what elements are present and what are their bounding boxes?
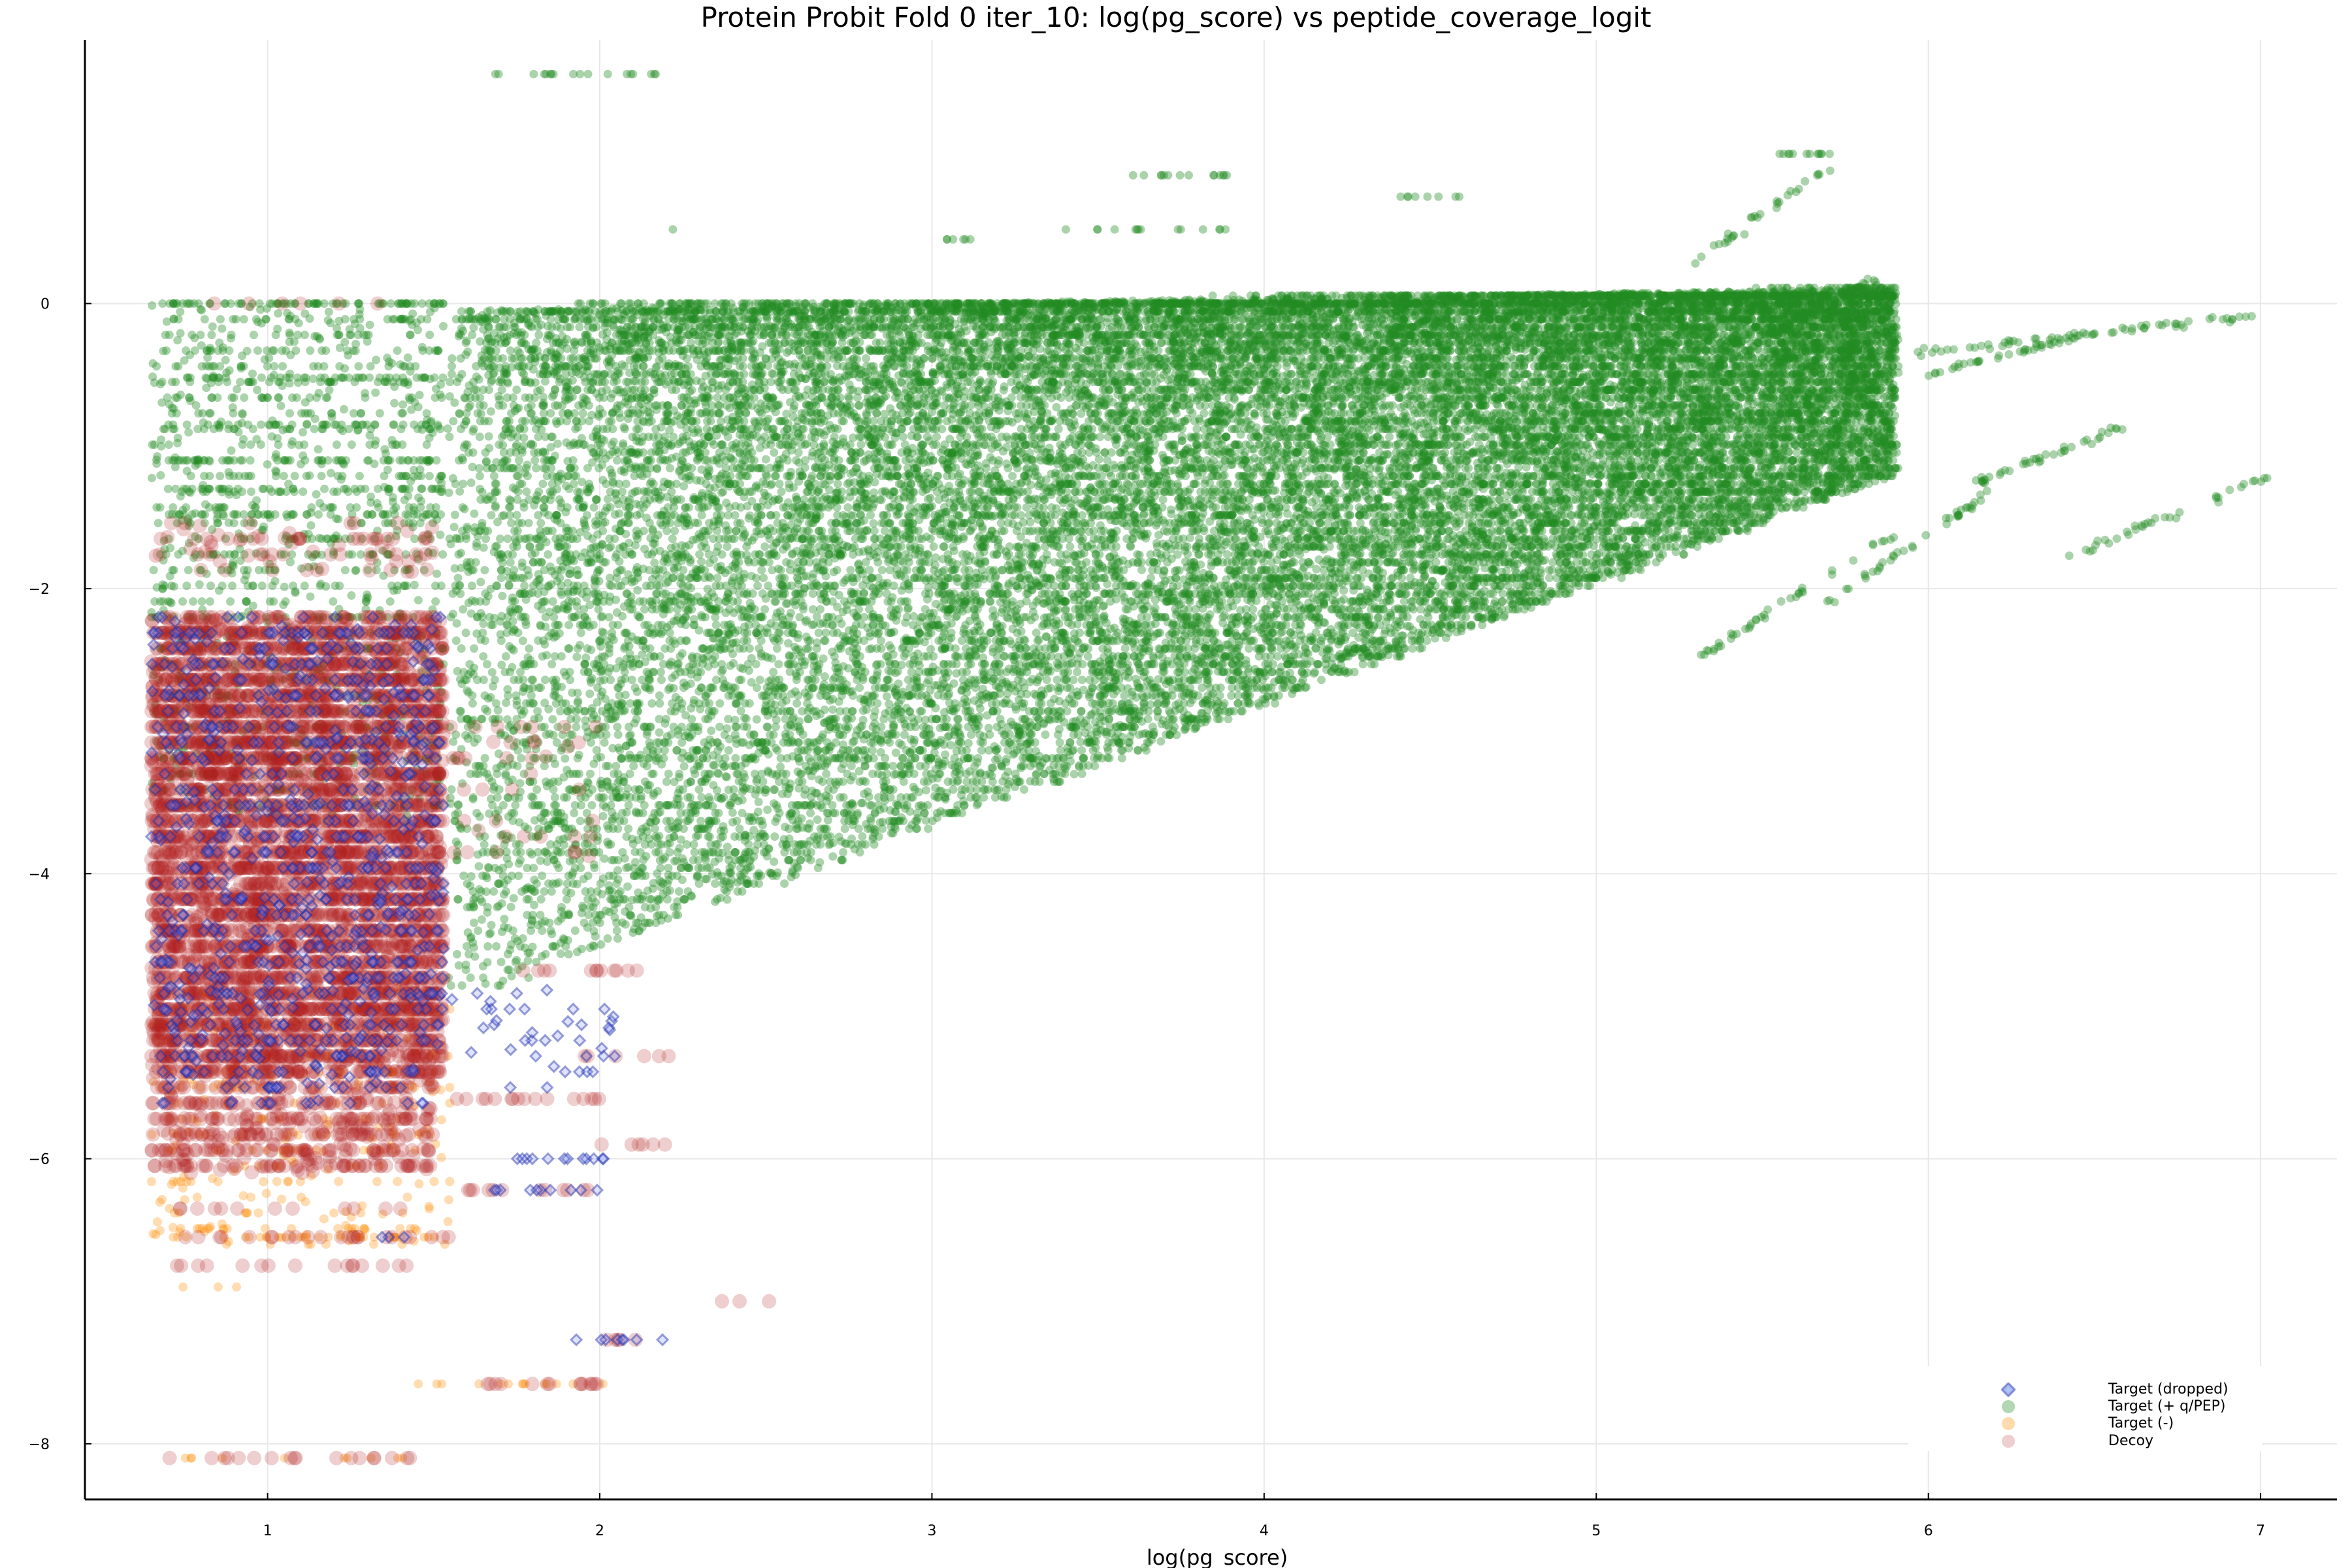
x-tick-label: 4 <box>1260 1523 1269 1539</box>
circle-marker-icon <box>2002 1435 2015 1448</box>
legend-label: Decoy <box>2108 1433 2153 1450</box>
legend-item-target-negative: Target (-) <box>1908 1415 2262 1432</box>
legend-label: Target (+ q/PEP) <box>2108 1398 2225 1415</box>
axes: 1 2 3 4 5 6 7 0 −2 −4 −6 −8 <box>29 40 2337 1539</box>
chart-title: Protein Probit Fold 0 iter_10: log(pg_sc… <box>0 1 2352 34</box>
legend-label: Target (dropped) <box>2108 1381 2229 1398</box>
legend-item-decoy: Decoy <box>1908 1433 2262 1450</box>
data-points <box>144 69 2272 1465</box>
y-tick-label: −4 <box>29 866 50 883</box>
y-tick-label: −8 <box>29 1437 50 1453</box>
diamond-marker-icon <box>2001 1382 2016 1397</box>
y-tick-label: 0 <box>41 297 50 313</box>
legend-label: Target (-) <box>2108 1415 2174 1432</box>
legend-item-target-q-pep: Target (+ q/PEP) <box>1908 1398 2262 1415</box>
y-tick-label: −2 <box>29 581 50 598</box>
legend-item-target-dropped: Target (dropped) <box>1908 1381 2262 1398</box>
x-tick-label: 7 <box>2256 1523 2265 1539</box>
legend: Target (dropped) Target (+ q/PEP) Target… <box>1908 1366 2262 1451</box>
circle-marker-icon <box>2002 1417 2015 1430</box>
x-tick-label: 3 <box>927 1523 936 1539</box>
x-tick-label: 6 <box>1924 1523 1933 1539</box>
x-tick-label: 1 <box>263 1523 272 1539</box>
x-tick-label: 2 <box>595 1523 604 1539</box>
grid-lines <box>85 40 2337 1499</box>
y-tick-label: −6 <box>29 1152 50 1168</box>
circle-marker-icon <box>2002 1400 2015 1413</box>
x-tick-label: 5 <box>1592 1523 1601 1539</box>
x-axis-label: log(pg_score) <box>1147 1545 1288 1568</box>
